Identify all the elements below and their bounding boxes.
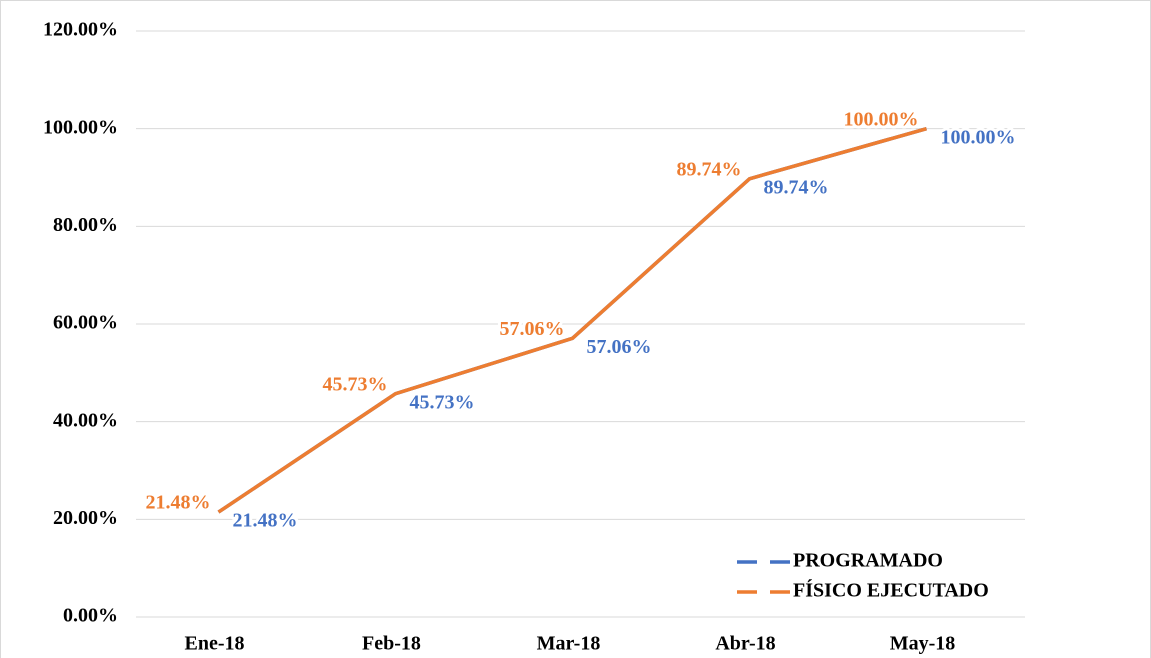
data-label: 89.74%	[677, 158, 742, 180]
series-line	[217, 126, 927, 514]
x-tick-label: Abr-18	[715, 633, 775, 655]
data-label: 100.00%	[844, 108, 919, 130]
y-tick-label: 100.00%	[43, 116, 118, 138]
data-label: 45.73%	[323, 373, 388, 395]
y-tick-label: 80.00%	[53, 214, 118, 236]
y-tick-label: 40.00%	[53, 409, 118, 431]
data-label: 57.06%	[500, 318, 565, 340]
y-tick-label: 60.00%	[53, 312, 118, 334]
x-tick-label: Ene-18	[185, 633, 245, 655]
x-tick-label: Mar-18	[537, 633, 601, 655]
data-label: 45.73%	[410, 391, 475, 413]
y-tick-label: 120.00%	[43, 19, 118, 41]
data-label: 57.06%	[587, 336, 652, 358]
x-tick-label: May-18	[890, 633, 956, 655]
data-label: 21.48%	[233, 510, 298, 532]
x-tick-label: Feb-18	[362, 633, 421, 655]
data-label: 89.74%	[764, 176, 829, 198]
data-label: 21.48%	[146, 492, 211, 514]
data-label: 100.00%	[941, 126, 1016, 148]
y-tick-label: 20.00%	[53, 507, 118, 529]
legend-label: PROGRAMADO	[793, 550, 943, 572]
y-tick-label: 0.00%	[63, 605, 118, 627]
legend-label: FÍSICO EJECUTADO	[793, 579, 989, 602]
